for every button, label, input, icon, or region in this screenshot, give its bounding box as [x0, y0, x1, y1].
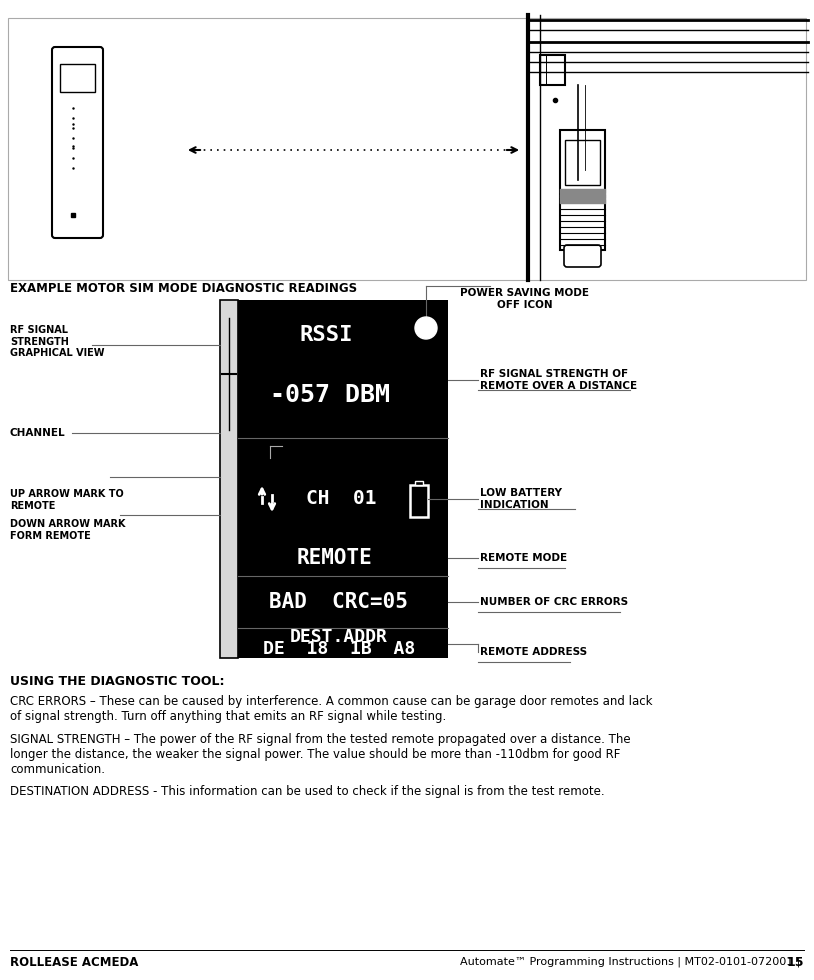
Text: REMOTE MODE: REMOTE MODE: [480, 553, 567, 563]
Text: RF SIGNAL
STRENGTH
GRAPHICAL VIEW: RF SIGNAL STRENGTH GRAPHICAL VIEW: [10, 325, 104, 359]
Bar: [415, 481, 423, 485]
Text: RF SIGNAL STRENGTH OF
REMOTE OVER A DISTANCE: RF SIGNAL STRENGTH OF REMOTE OVER A DIST…: [480, 369, 637, 391]
FancyBboxPatch shape: [564, 245, 601, 267]
Bar: [8, 18, 806, 280]
Text: CHANNEL: CHANNEL: [10, 428, 66, 438]
Bar: [540, 55, 565, 85]
Text: CH  01: CH 01: [306, 489, 377, 509]
Bar: [565, 140, 600, 185]
Circle shape: [415, 317, 437, 339]
FancyBboxPatch shape: [52, 47, 103, 238]
Text: DOWN ARROW MARK
FORM REMOTE: DOWN ARROW MARK FORM REMOTE: [10, 519, 125, 541]
Bar: [410, 485, 428, 517]
Bar: [560, 130, 605, 250]
Text: EXAMPLE MOTOR SIM MODE DIAGNOSTIC READINGS: EXAMPLE MOTOR SIM MODE DIAGNOSTIC READIN…: [10, 282, 357, 295]
Text: ROLLEASE ACMEDA: ROLLEASE ACMEDA: [10, 956, 138, 968]
Text: DESTINATION ADDRESS - This information can be used to check if the signal is fro: DESTINATION ADDRESS - This information c…: [10, 785, 605, 798]
Text: CRC ERRORS – These can be caused by interference. A common cause can be garage d: CRC ERRORS – These can be caused by inte…: [10, 695, 653, 723]
Text: 15: 15: [786, 956, 804, 968]
Text: NUMBER OF CRC ERRORS: NUMBER OF CRC ERRORS: [480, 597, 628, 607]
Text: SIGNAL STRENGTH – The power of the RF signal from the tested remote propagated o: SIGNAL STRENGTH – The power of the RF si…: [10, 733, 631, 776]
Text: -057 DBM: -057 DBM: [270, 383, 391, 407]
Text: DE  18  1B  A8: DE 18 1B A8: [263, 640, 415, 658]
Text: RSSI: RSSI: [300, 325, 353, 345]
Text: REMOTE: REMOTE: [297, 548, 373, 568]
Text: POWER SAVING MODE
OFF ICON: POWER SAVING MODE OFF ICON: [461, 288, 589, 310]
Bar: [238, 300, 448, 658]
Text: DEST.ADDR: DEST.ADDR: [290, 628, 387, 646]
Bar: [220, 300, 238, 658]
Text: LOW BATTERY
INDICATION: LOW BATTERY INDICATION: [480, 488, 562, 510]
Text: Automate™ Programming Instructions | MT02-0101-072001 |: Automate™ Programming Instructions | MT0…: [460, 956, 804, 967]
Text: BAD  CRC=05: BAD CRC=05: [269, 592, 409, 612]
Text: UP ARROW MARK TO
REMOTE: UP ARROW MARK TO REMOTE: [10, 489, 124, 511]
Text: REMOTE ADDRESS: REMOTE ADDRESS: [480, 647, 587, 657]
Bar: [60, 64, 95, 92]
Text: USING THE DIAGNOSTIC TOOL:: USING THE DIAGNOSTIC TOOL:: [10, 675, 225, 688]
